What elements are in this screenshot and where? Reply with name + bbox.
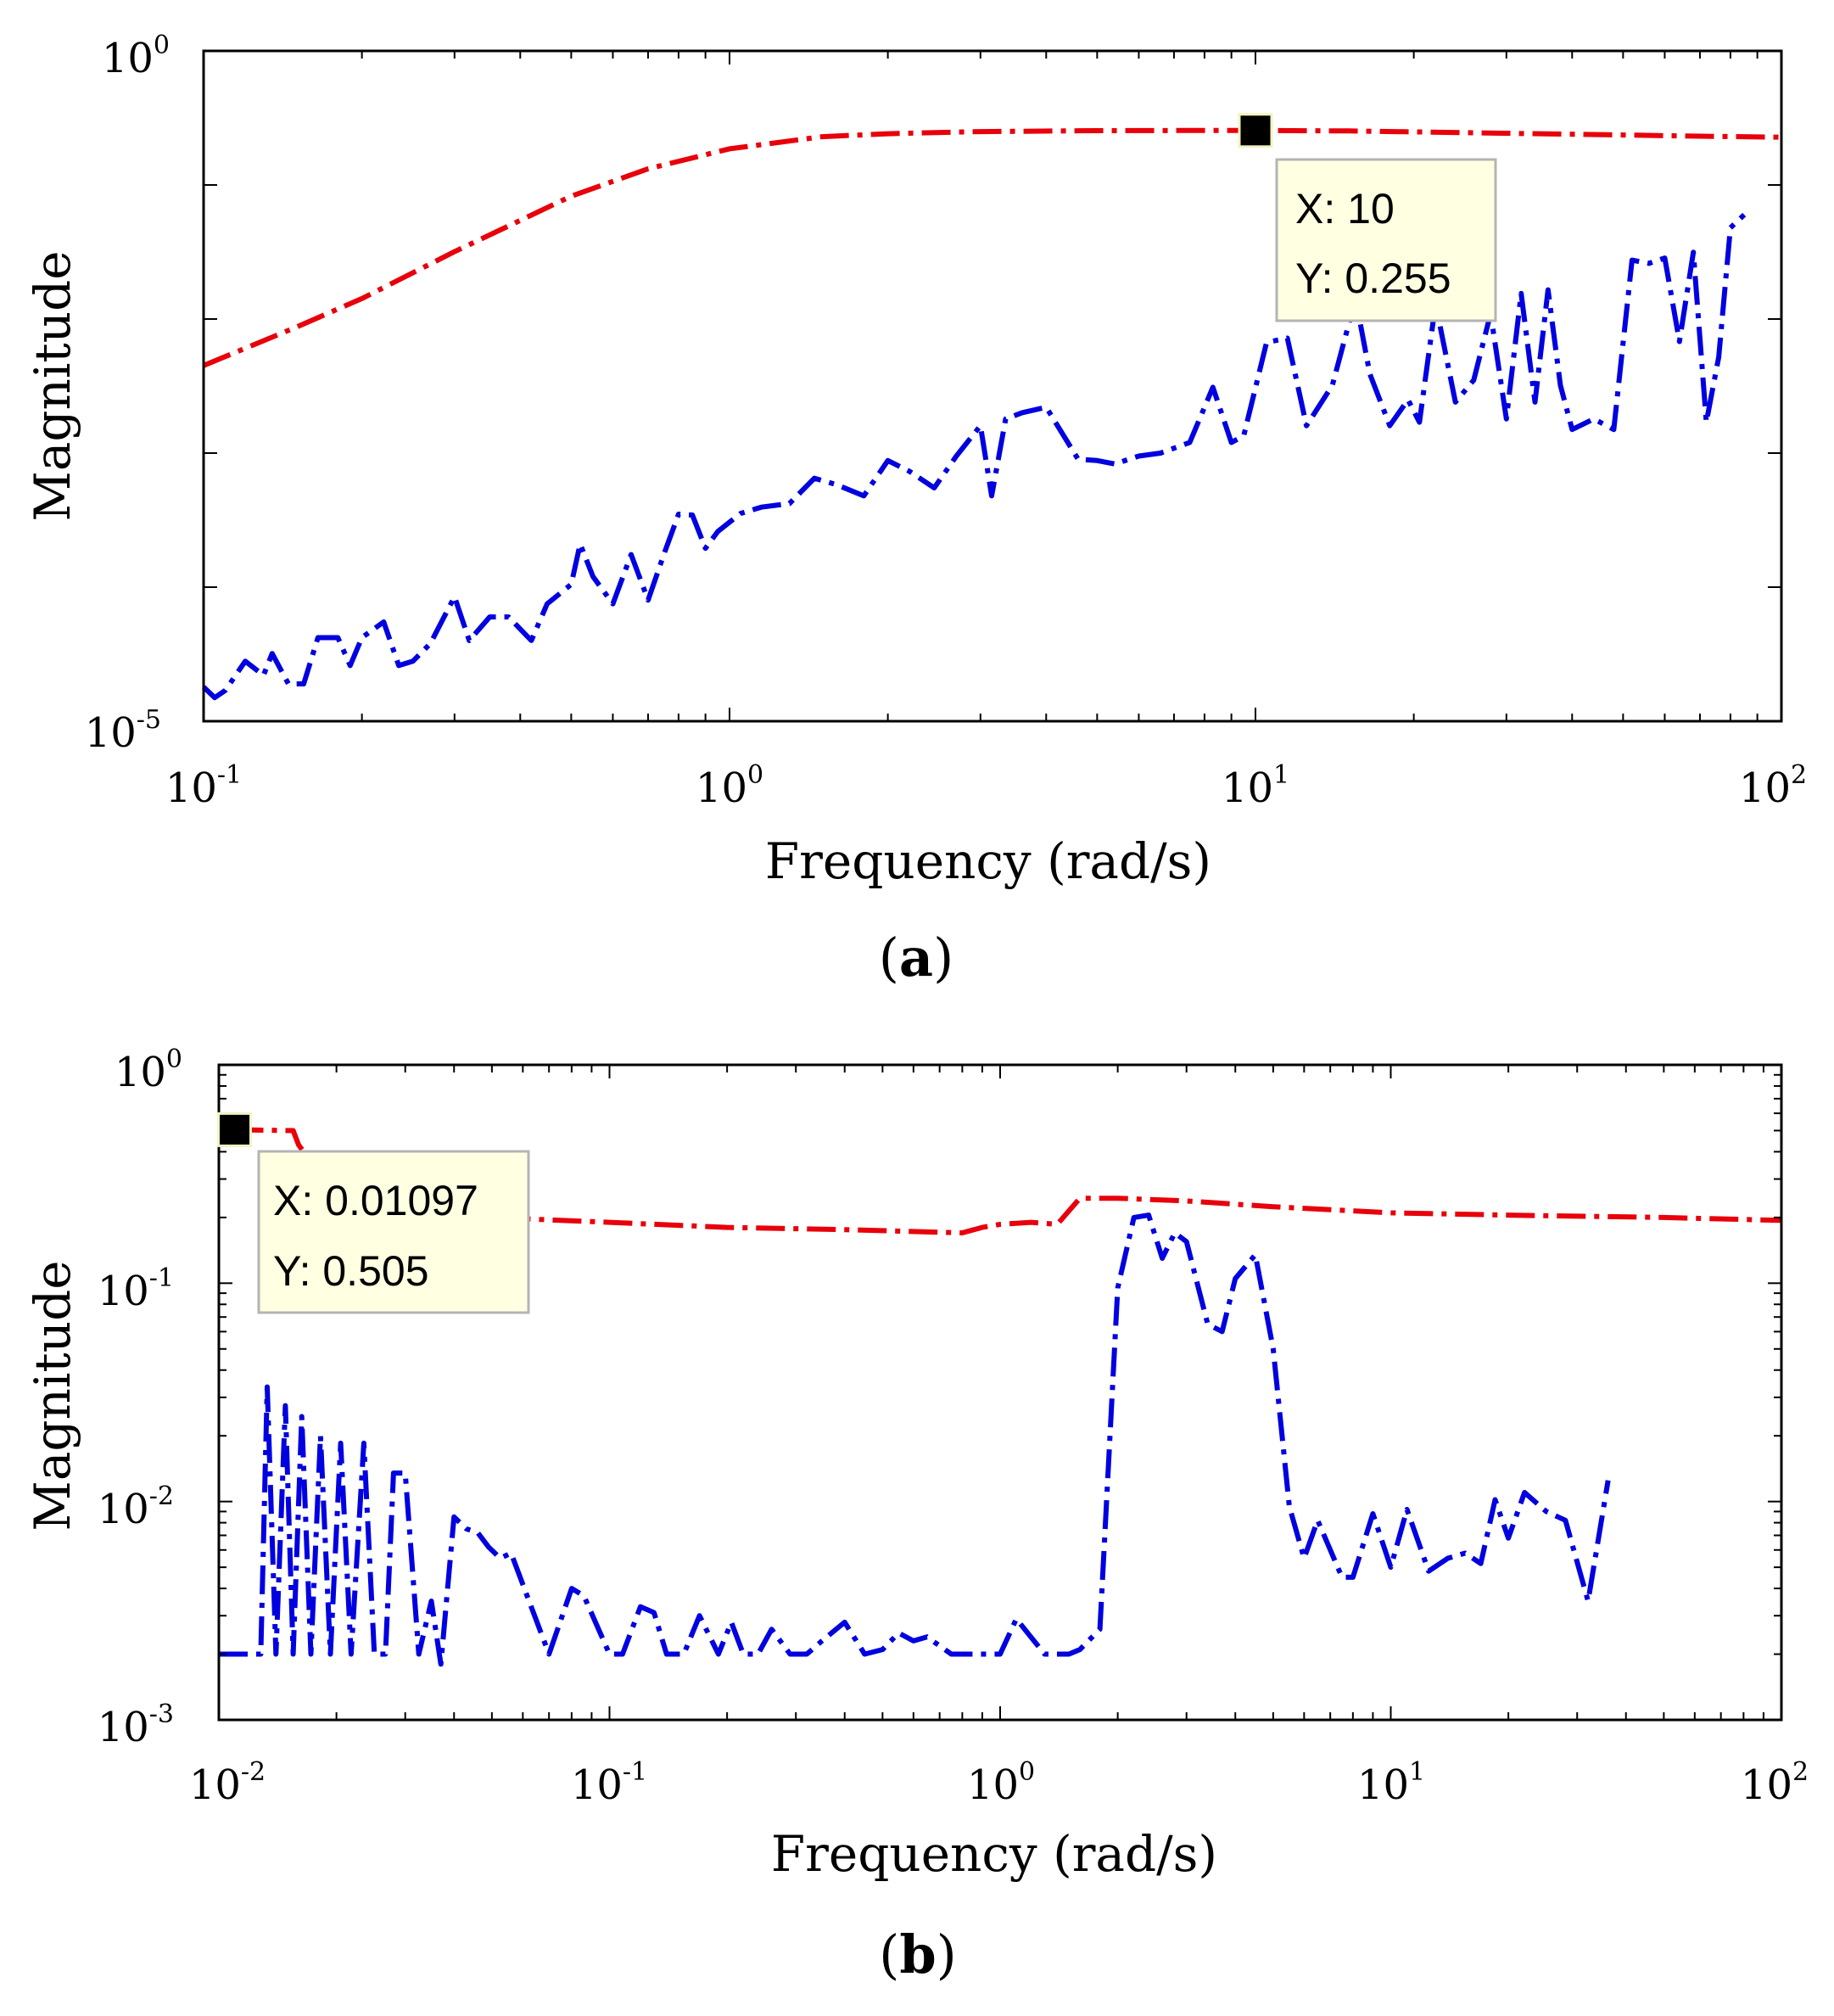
panel-b-datatip-box <box>257 1150 530 1314</box>
panel-b-ytick-label: 100 <box>115 1044 182 1096</box>
panel-a-xtick-label: 102 <box>1739 760 1807 812</box>
panel-a-datatip-marker[interactable] <box>1238 113 1273 148</box>
panel-b-series <box>219 1127 1782 1667</box>
panel-a-xtick-label: 100 <box>696 760 763 812</box>
panel-a-ytick-label: 10-5 <box>85 705 161 757</box>
panel-b-xtick-label: 101 <box>1357 1757 1425 1809</box>
panel-b-y-axis-label: Magnitude <box>24 1260 81 1531</box>
panel-a-caption: (a) <box>879 927 954 988</box>
panel-b-x-axis-label: Frequency (rad/s) <box>771 1825 1217 1883</box>
panel-a-datatip-y: Y: 0.255 <box>1295 255 1451 302</box>
panel-b-xtick-label: 100 <box>967 1757 1035 1809</box>
panel-b-series-line-blue <box>219 1212 1611 1667</box>
panel-a-y-axis-label: Magnitude <box>24 250 81 521</box>
panel-a-x-axis-label: Frequency (rad/s) <box>765 832 1211 890</box>
panel-b-caption: (b) <box>879 1924 957 1985</box>
panel-a-series <box>201 127 1782 701</box>
panel-b-xtick-label: 10-2 <box>189 1757 266 1809</box>
panel-a-series-line-red <box>202 127 1782 368</box>
panel-a-xtick-label: 10-1 <box>165 760 242 812</box>
panel-a-datatip-x: X: 10 <box>1295 185 1395 232</box>
panel-b-series-line-red <box>234 1127 1782 1235</box>
chart-panel-b: 100 10-1 10-2 10-3 10-2 10-1 100 101 102… <box>24 1044 1809 1985</box>
panel-a-xtick-label: 101 <box>1222 760 1289 812</box>
panel-b-ytick-label: 10-2 <box>98 1481 174 1533</box>
panel-a-ytick-label: 100 <box>102 31 170 82</box>
panel-b-ticks <box>218 1064 1782 1721</box>
panel-b-xtick-label: 102 <box>1741 1757 1809 1809</box>
panel-b-ytick-label: 10-3 <box>98 1700 174 1751</box>
panel-b-datatip-x: X: 0.01097 <box>273 1177 478 1224</box>
panel-b-xtick-label: 10-1 <box>571 1757 647 1809</box>
panel-a-ticks <box>203 50 1782 722</box>
chart-panel-a: 100 10-5 10-1 100 101 102 Frequency (rad… <box>24 31 1807 988</box>
panel-b-ytick-label: 10-1 <box>98 1263 174 1315</box>
panel-a-datatip-box <box>1275 158 1497 322</box>
panel-b-datatip-marker[interactable] <box>217 1112 252 1147</box>
panel-a-plot-frame <box>202 49 1783 723</box>
panel-b-datatip-y: Y: 0.505 <box>273 1247 429 1295</box>
panel-a-series-line-blue <box>201 212 1747 701</box>
